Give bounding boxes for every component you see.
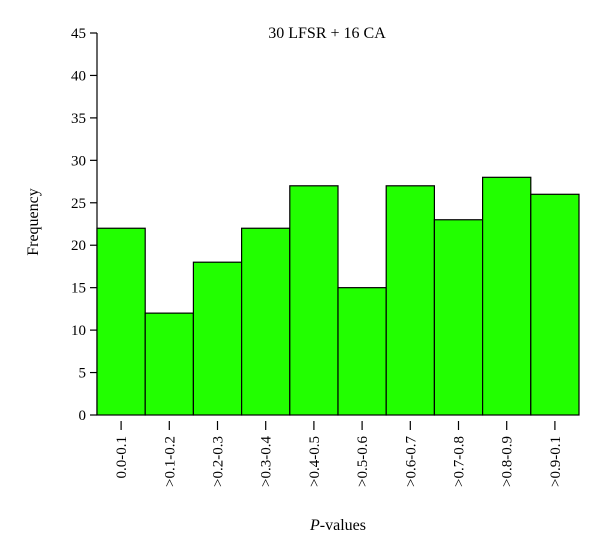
- y-axis: 0 5 10 15 20 25 30 35 40 45: [71, 26, 98, 424]
- y-tick-label: 40: [71, 68, 86, 84]
- y-tick-label: 15: [71, 281, 86, 297]
- x-tick-label: 0.0-0.1: [114, 436, 130, 479]
- x-tick-label: >0.8-0.9: [500, 436, 516, 487]
- y-tick-label: 25: [71, 196, 86, 212]
- y-tick-label: 35: [71, 111, 86, 127]
- bars-group: [96, 176, 580, 416]
- x-axis-label-italic: P: [309, 517, 320, 534]
- x-tick-label: >0.4-0.5: [307, 436, 323, 487]
- bar-8: [482, 176, 532, 416]
- y-tick-label: 10: [71, 323, 86, 339]
- x-tick-label: >0.3-0.4: [259, 436, 275, 487]
- x-axis-label-rest: -values: [320, 517, 366, 534]
- bar-5: [337, 287, 387, 416]
- x-axis: 0.0-0.1 >0.1-0.2 >0.2-0.3 >0.3-0.4 >0.4-0.5 >…: [114, 421, 564, 487]
- x-tick-label: >0.7-0.8: [452, 436, 468, 487]
- x-tick-label: >0.9-0.1: [548, 436, 564, 487]
- y-tick-label: 0: [79, 408, 87, 424]
- bar-2: [192, 261, 243, 416]
- y-tick-label: 5: [79, 366, 87, 382]
- bar-7: [433, 219, 484, 416]
- x-axis-label: P-values: [309, 517, 366, 534]
- y-tick-label: 30: [71, 153, 86, 169]
- x-tick-label: >0.5-0.6: [355, 436, 371, 487]
- bar-6: [385, 185, 436, 416]
- chart-title: 30 LFSR + 16 CA: [268, 25, 386, 42]
- x-tick-label: >0.1-0.2: [162, 436, 178, 487]
- bar-3: [241, 227, 291, 416]
- bar-9: [530, 193, 580, 416]
- x-tick-label: >0.2-0.3: [211, 436, 227, 487]
- bar-1: [144, 312, 194, 416]
- bar-4: [289, 185, 339, 416]
- x-tick-label: >0.6-0.7: [403, 436, 419, 487]
- y-tick-label: 20: [71, 238, 86, 254]
- bar-0: [96, 227, 146, 416]
- y-tick-label: 45: [71, 26, 86, 42]
- y-axis-label: Frequency: [25, 188, 42, 256]
